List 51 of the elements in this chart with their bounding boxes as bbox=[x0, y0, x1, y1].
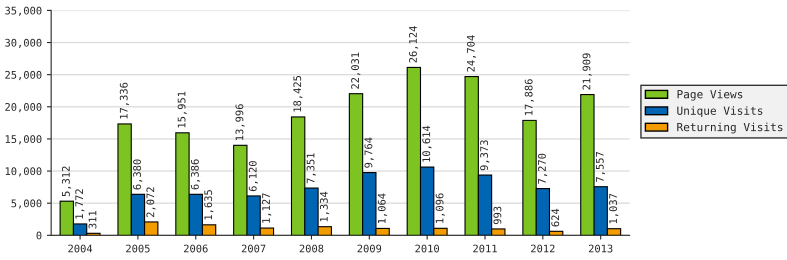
data-label: 18,425 bbox=[293, 76, 303, 112]
x-tick-label: 2013 bbox=[588, 244, 612, 252]
data-label: 13,996 bbox=[235, 104, 245, 140]
y-tick-label: 30,000 bbox=[5, 38, 42, 48]
x-tick-label: 2007 bbox=[242, 244, 266, 252]
x-tick-label: 2009 bbox=[358, 244, 382, 252]
data-label: 1,064 bbox=[378, 193, 387, 224]
data-label: 5,312 bbox=[62, 166, 72, 196]
data-label: 10,614 bbox=[422, 126, 432, 162]
x-tick-label: 2005 bbox=[126, 244, 150, 252]
x-tick-label: 2010 bbox=[415, 244, 440, 252]
data-label: 624 bbox=[551, 208, 560, 226]
data-label: 15,951 bbox=[178, 92, 187, 128]
y-tick-label: 25,000 bbox=[5, 70, 42, 80]
x-tick-label: 2006 bbox=[184, 244, 208, 252]
legend-label: Page Views bbox=[678, 90, 742, 101]
data-label: 1,635 bbox=[204, 190, 214, 220]
legend-label: Returning Visits bbox=[677, 122, 782, 134]
data-label: 22,031 bbox=[351, 52, 360, 89]
data-label: 26,124 bbox=[409, 26, 418, 62]
x-tick-label: 2004 bbox=[68, 244, 92, 252]
data-label: 6,120 bbox=[248, 161, 258, 192]
y-tick-label: 15,000 bbox=[6, 135, 42, 144]
data-label: 1,334 bbox=[320, 192, 330, 222]
y-tick-label: 5,000 bbox=[12, 199, 42, 209]
x-tick-label: 2012 bbox=[531, 244, 554, 252]
data-label: 1,772 bbox=[75, 189, 84, 218]
data-label: 9,373 bbox=[480, 140, 490, 170]
data-label: 24,704 bbox=[466, 35, 476, 72]
data-label: 6,380 bbox=[133, 159, 142, 190]
x-tick-label: 2008 bbox=[300, 244, 324, 252]
data-label: 7,351 bbox=[306, 153, 316, 184]
y-tick-label: 10,000 bbox=[6, 167, 42, 176]
data-label: 311 bbox=[88, 211, 96, 228]
y-tick-label: 35,000 bbox=[5, 6, 42, 16]
y-tick-label: 0 bbox=[36, 232, 42, 240]
data-label: 1,096 bbox=[436, 193, 445, 223]
data-label: 17,886 bbox=[524, 79, 534, 115]
data-label: 7,557 bbox=[596, 152, 606, 182]
legend-label: Unique Visits bbox=[677, 106, 762, 118]
x-tick-label: 2011 bbox=[473, 244, 497, 252]
data-label: 1,127 bbox=[262, 193, 272, 223]
data-label: 21,909 bbox=[582, 53, 592, 90]
data-label: 17,336 bbox=[120, 82, 129, 118]
data-label: 993 bbox=[493, 206, 502, 224]
y-tick-label: 20,000 bbox=[5, 103, 42, 112]
data-label: 2,072 bbox=[146, 187, 156, 218]
data-label: 6,386 bbox=[190, 159, 200, 190]
data-label: 1,037 bbox=[609, 194, 618, 224]
data-label: 7,270 bbox=[538, 154, 548, 184]
data-label: 9,764 bbox=[364, 138, 374, 168]
